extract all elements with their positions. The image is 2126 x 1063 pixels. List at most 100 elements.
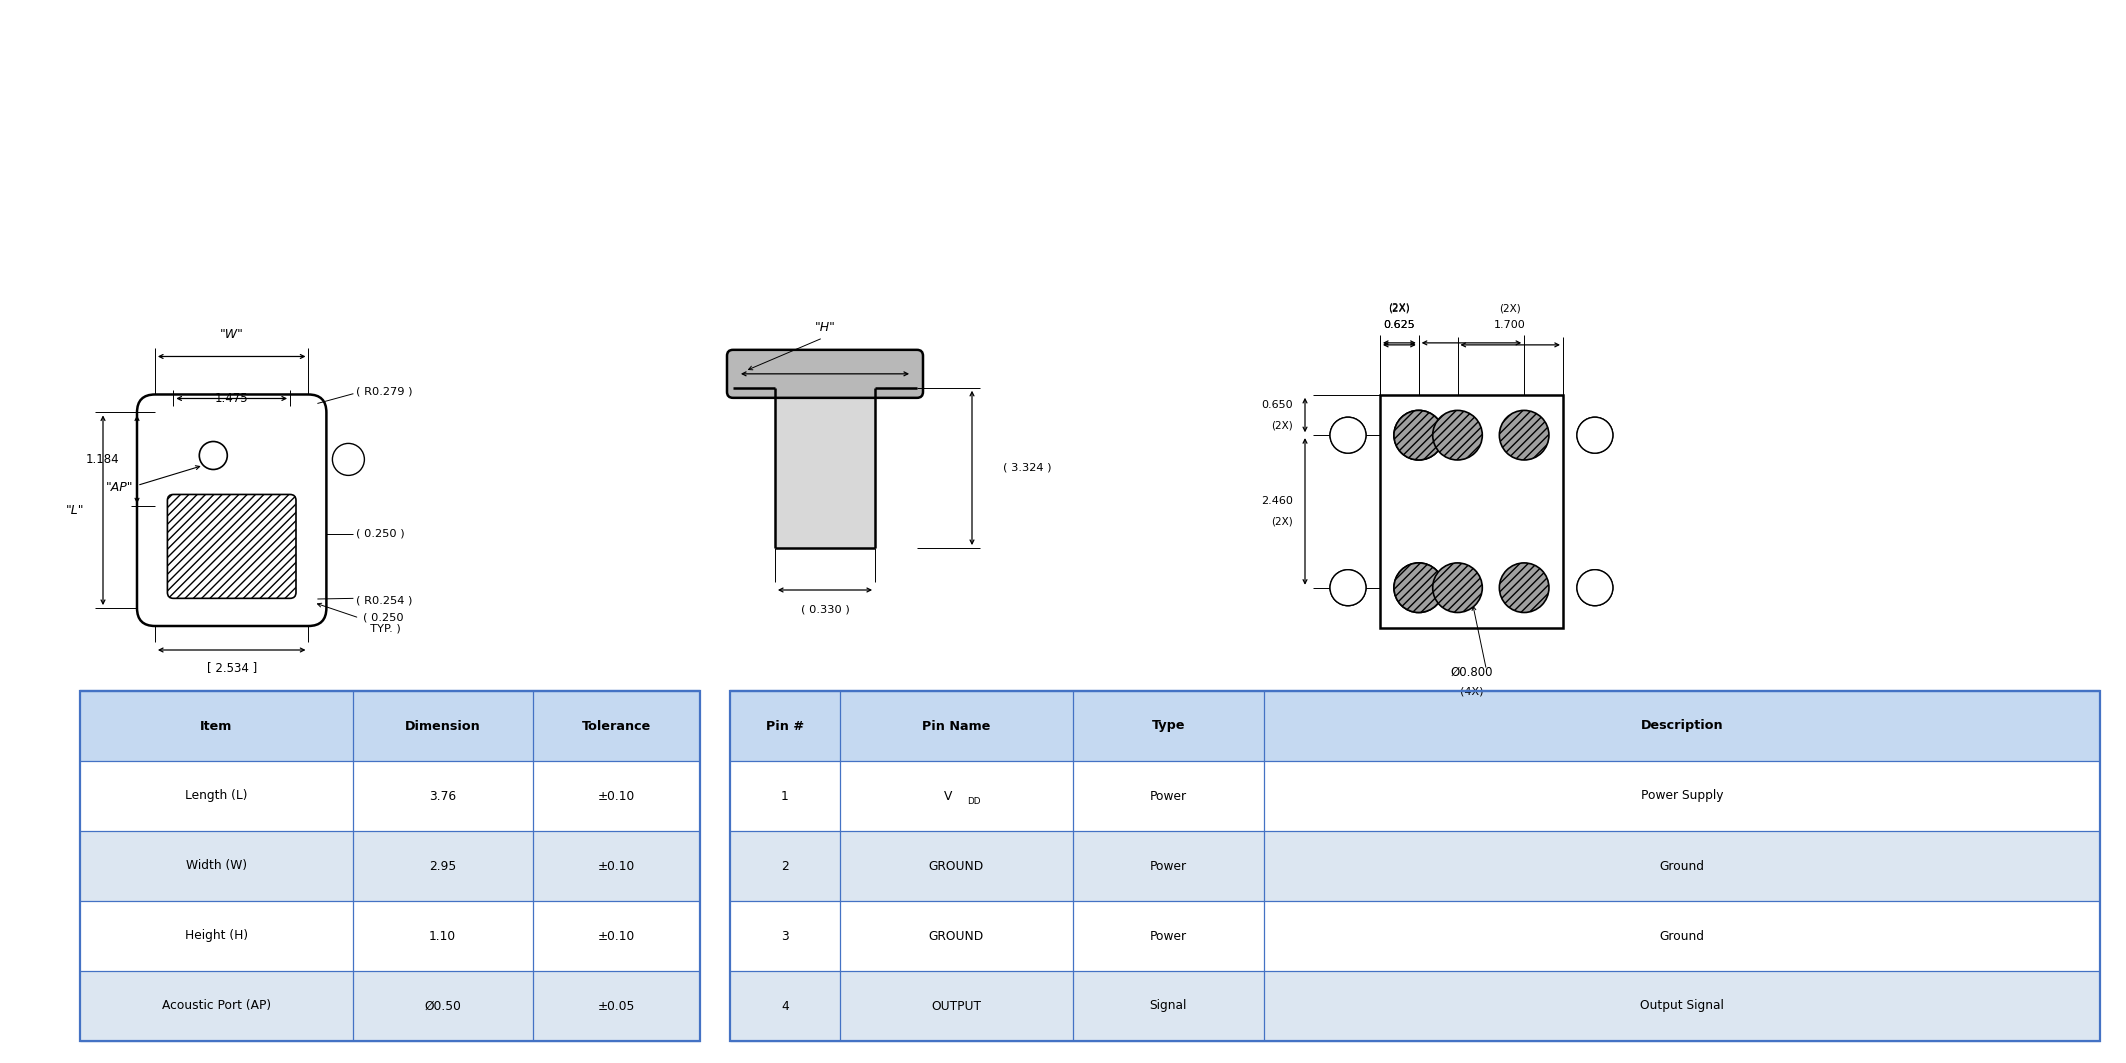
Text: ( R0.279 ): ( R0.279 ) bbox=[357, 387, 412, 396]
Text: 1: 1 bbox=[780, 790, 789, 803]
Text: ±0.10: ±0.10 bbox=[597, 790, 636, 803]
Text: 2: 2 bbox=[1344, 583, 1352, 593]
Text: Length (L): Length (L) bbox=[185, 790, 247, 803]
Text: Ø0.50: Ø0.50 bbox=[425, 999, 461, 1012]
Text: Power Supply: Power Supply bbox=[1641, 790, 1724, 803]
Text: GROUND: GROUND bbox=[929, 929, 984, 943]
Text: Pin Name: Pin Name bbox=[923, 720, 991, 732]
Text: 0.650: 0.650 bbox=[1261, 400, 1293, 410]
Text: 1.700: 1.700 bbox=[1495, 320, 1526, 330]
Text: ( 3.324 ): ( 3.324 ) bbox=[1003, 462, 1050, 473]
Text: 2: 2 bbox=[780, 860, 789, 873]
Text: 1: 1 bbox=[344, 454, 351, 465]
Circle shape bbox=[1331, 417, 1367, 453]
Text: 3.76: 3.76 bbox=[429, 790, 457, 803]
Text: 3: 3 bbox=[1592, 583, 1599, 593]
Text: (2X): (2X) bbox=[1271, 517, 1293, 526]
Text: "H": "H" bbox=[814, 321, 836, 335]
Text: ±0.05: ±0.05 bbox=[597, 999, 636, 1012]
Text: Power: Power bbox=[1150, 860, 1186, 873]
Text: ( 0.250 ): ( 0.250 ) bbox=[357, 528, 406, 539]
Text: "W": "W" bbox=[219, 328, 244, 341]
Circle shape bbox=[200, 441, 227, 470]
Text: [ 2.534 ]: [ 2.534 ] bbox=[206, 661, 257, 675]
Bar bbox=[1380, 394, 1563, 628]
Bar bbox=[729, 901, 2100, 971]
Text: Description: Description bbox=[1641, 720, 1724, 732]
Text: V: V bbox=[944, 790, 952, 803]
Bar bbox=[81, 971, 699, 1041]
Text: 0.625: 0.625 bbox=[1384, 320, 1416, 330]
Text: GROUND: GROUND bbox=[929, 860, 984, 873]
Circle shape bbox=[1331, 570, 1367, 606]
Text: 4: 4 bbox=[1592, 431, 1599, 440]
Text: Acoustic Port (AP): Acoustic Port (AP) bbox=[162, 999, 270, 1012]
Circle shape bbox=[1577, 417, 1614, 453]
Bar bbox=[776, 388, 876, 549]
Bar bbox=[729, 971, 2100, 1041]
Text: 1.184: 1.184 bbox=[85, 453, 119, 466]
Text: Type: Type bbox=[1152, 720, 1184, 732]
Text: 1.475: 1.475 bbox=[215, 392, 249, 405]
Circle shape bbox=[1499, 410, 1550, 460]
Text: Height (H): Height (H) bbox=[185, 929, 249, 943]
Circle shape bbox=[1577, 570, 1614, 606]
Text: ±0.10: ±0.10 bbox=[597, 929, 636, 943]
Text: Pin #: Pin # bbox=[765, 720, 804, 732]
Bar bbox=[81, 831, 699, 901]
Circle shape bbox=[1395, 410, 1444, 460]
Text: (2X): (2X) bbox=[1388, 303, 1410, 313]
FancyBboxPatch shape bbox=[727, 350, 923, 398]
Text: Tolerance: Tolerance bbox=[583, 720, 651, 732]
Text: Signal: Signal bbox=[1150, 999, 1186, 1012]
FancyBboxPatch shape bbox=[136, 394, 327, 626]
Text: ±0.10: ±0.10 bbox=[597, 860, 636, 873]
Bar bbox=[729, 691, 2100, 1041]
Text: ( R0.254 ): ( R0.254 ) bbox=[357, 595, 412, 605]
Text: ( 0.250
  TYP. ): ( 0.250 TYP. ) bbox=[364, 612, 404, 634]
Bar bbox=[81, 901, 699, 971]
Text: 1: 1 bbox=[1344, 431, 1352, 440]
Bar bbox=[729, 691, 2100, 761]
Text: 4: 4 bbox=[780, 999, 789, 1012]
Text: ( 0.330 ): ( 0.330 ) bbox=[802, 605, 850, 615]
Circle shape bbox=[1395, 410, 1444, 460]
Circle shape bbox=[1331, 570, 1367, 606]
Text: Item: Item bbox=[200, 720, 232, 732]
Bar bbox=[81, 691, 699, 761]
Text: Power: Power bbox=[1150, 790, 1186, 803]
Bar bbox=[81, 761, 699, 831]
Circle shape bbox=[1577, 570, 1614, 606]
Text: (2X): (2X) bbox=[1499, 304, 1520, 314]
Circle shape bbox=[332, 443, 364, 475]
Circle shape bbox=[1433, 410, 1482, 460]
Circle shape bbox=[1395, 563, 1444, 612]
Text: (4X): (4X) bbox=[1461, 687, 1484, 697]
Text: Ground: Ground bbox=[1660, 929, 1705, 943]
Circle shape bbox=[1331, 417, 1367, 453]
Bar bbox=[729, 831, 2100, 901]
Circle shape bbox=[1577, 417, 1614, 453]
Text: OUTPUT: OUTPUT bbox=[931, 999, 980, 1012]
Bar bbox=[729, 761, 2100, 831]
Circle shape bbox=[1395, 563, 1444, 612]
Text: Dimension: Dimension bbox=[404, 720, 480, 732]
Bar bbox=[81, 691, 699, 1041]
Text: Width (W): Width (W) bbox=[185, 860, 247, 873]
Text: 2.460: 2.460 bbox=[1261, 496, 1293, 506]
Text: Output Signal: Output Signal bbox=[1641, 999, 1724, 1012]
Circle shape bbox=[1433, 563, 1482, 612]
Text: Power: Power bbox=[1150, 929, 1186, 943]
Text: 3: 3 bbox=[1592, 583, 1599, 593]
Text: 0.625: 0.625 bbox=[1384, 320, 1416, 330]
FancyBboxPatch shape bbox=[168, 494, 296, 598]
Text: 3: 3 bbox=[780, 929, 789, 943]
Text: "L": "L" bbox=[66, 504, 85, 517]
Circle shape bbox=[1499, 563, 1550, 612]
Text: (2X): (2X) bbox=[1271, 420, 1293, 431]
Text: Ø0.800: Ø0.800 bbox=[1450, 665, 1492, 678]
Text: 1.10: 1.10 bbox=[429, 929, 457, 943]
Text: 2.95: 2.95 bbox=[429, 860, 457, 873]
Text: DD: DD bbox=[967, 797, 980, 807]
Text: Ground: Ground bbox=[1660, 860, 1705, 873]
